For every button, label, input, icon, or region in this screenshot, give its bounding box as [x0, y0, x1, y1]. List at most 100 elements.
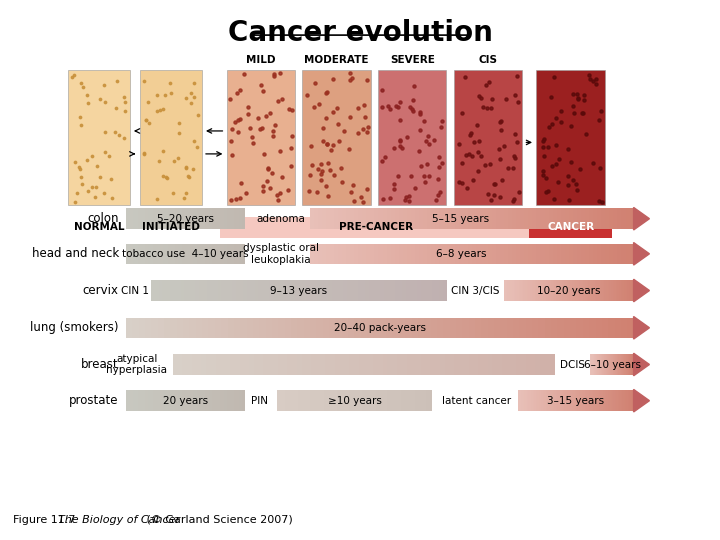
Bar — [318, 208, 322, 229]
Bar — [323, 318, 329, 338]
Bar — [183, 318, 190, 338]
Bar — [562, 280, 564, 301]
Bar — [236, 244, 238, 264]
Bar — [382, 390, 384, 411]
Point — [542, 143, 554, 151]
Point — [388, 180, 400, 189]
Point — [418, 116, 430, 125]
Bar — [569, 280, 571, 301]
Bar — [410, 390, 413, 411]
Point — [593, 116, 605, 124]
Point — [461, 184, 472, 192]
Bar — [154, 244, 156, 264]
Point — [488, 179, 500, 188]
Bar — [524, 244, 528, 264]
Point — [152, 194, 163, 203]
Bar — [194, 244, 196, 264]
Bar — [209, 208, 211, 229]
Bar — [392, 390, 394, 411]
Bar — [199, 244, 201, 264]
Bar — [611, 354, 612, 375]
Bar — [221, 208, 223, 229]
Point — [274, 69, 286, 78]
Bar — [507, 280, 509, 301]
Bar — [192, 390, 193, 411]
Bar — [324, 390, 326, 411]
Point — [344, 76, 356, 85]
Bar — [402, 354, 407, 375]
Point — [313, 99, 325, 108]
Bar — [214, 280, 218, 301]
Bar — [282, 354, 288, 375]
Bar — [366, 244, 371, 264]
Bar — [347, 390, 349, 411]
Point — [321, 139, 333, 148]
Bar — [599, 390, 600, 411]
Bar — [350, 244, 354, 264]
Point — [157, 104, 168, 113]
Bar — [551, 318, 558, 338]
Point — [548, 73, 559, 82]
Bar — [602, 354, 603, 375]
Point — [549, 194, 560, 203]
Bar — [204, 208, 207, 229]
Bar — [165, 244, 166, 264]
Bar — [410, 280, 413, 301]
Bar — [620, 354, 621, 375]
Bar — [559, 280, 561, 301]
Bar — [440, 354, 445, 375]
Bar — [431, 208, 436, 229]
Bar — [190, 390, 192, 411]
Point — [590, 80, 602, 89]
Bar — [417, 280, 421, 301]
Bar — [325, 354, 330, 375]
Point — [419, 178, 431, 186]
Bar — [202, 244, 204, 264]
Point — [596, 197, 608, 206]
Point — [321, 87, 333, 96]
Bar — [302, 280, 307, 301]
Bar — [374, 318, 380, 338]
Point — [311, 188, 323, 197]
Bar — [531, 390, 533, 411]
Bar — [339, 390, 341, 411]
Bar — [602, 318, 608, 338]
Bar — [467, 208, 472, 229]
Bar — [203, 280, 207, 301]
Point — [331, 104, 343, 112]
Bar — [310, 244, 314, 264]
Bar — [544, 244, 549, 264]
Bar — [276, 280, 281, 301]
Bar — [177, 318, 184, 338]
Bar — [520, 390, 521, 411]
Bar — [554, 280, 556, 301]
Point — [405, 103, 416, 111]
Bar — [508, 244, 513, 264]
Bar — [556, 390, 557, 411]
Bar — [405, 318, 412, 338]
Bar — [310, 280, 314, 301]
Bar — [622, 390, 624, 411]
Point — [75, 172, 86, 181]
Bar — [601, 208, 606, 229]
Point — [579, 91, 590, 100]
Bar — [444, 318, 450, 338]
Point — [394, 98, 405, 107]
Bar — [181, 390, 183, 411]
Point — [585, 75, 596, 83]
Bar — [416, 354, 421, 375]
Point — [261, 177, 272, 186]
Bar — [217, 244, 218, 264]
Bar — [523, 390, 524, 411]
Point — [68, 158, 80, 166]
Bar — [619, 354, 620, 375]
Point — [392, 103, 403, 111]
Bar — [577, 208, 581, 229]
Point — [192, 111, 204, 120]
Bar — [340, 354, 345, 375]
Point — [258, 150, 270, 158]
Point — [328, 171, 340, 179]
Point — [328, 141, 339, 150]
Point — [343, 145, 355, 153]
Bar — [148, 390, 150, 411]
